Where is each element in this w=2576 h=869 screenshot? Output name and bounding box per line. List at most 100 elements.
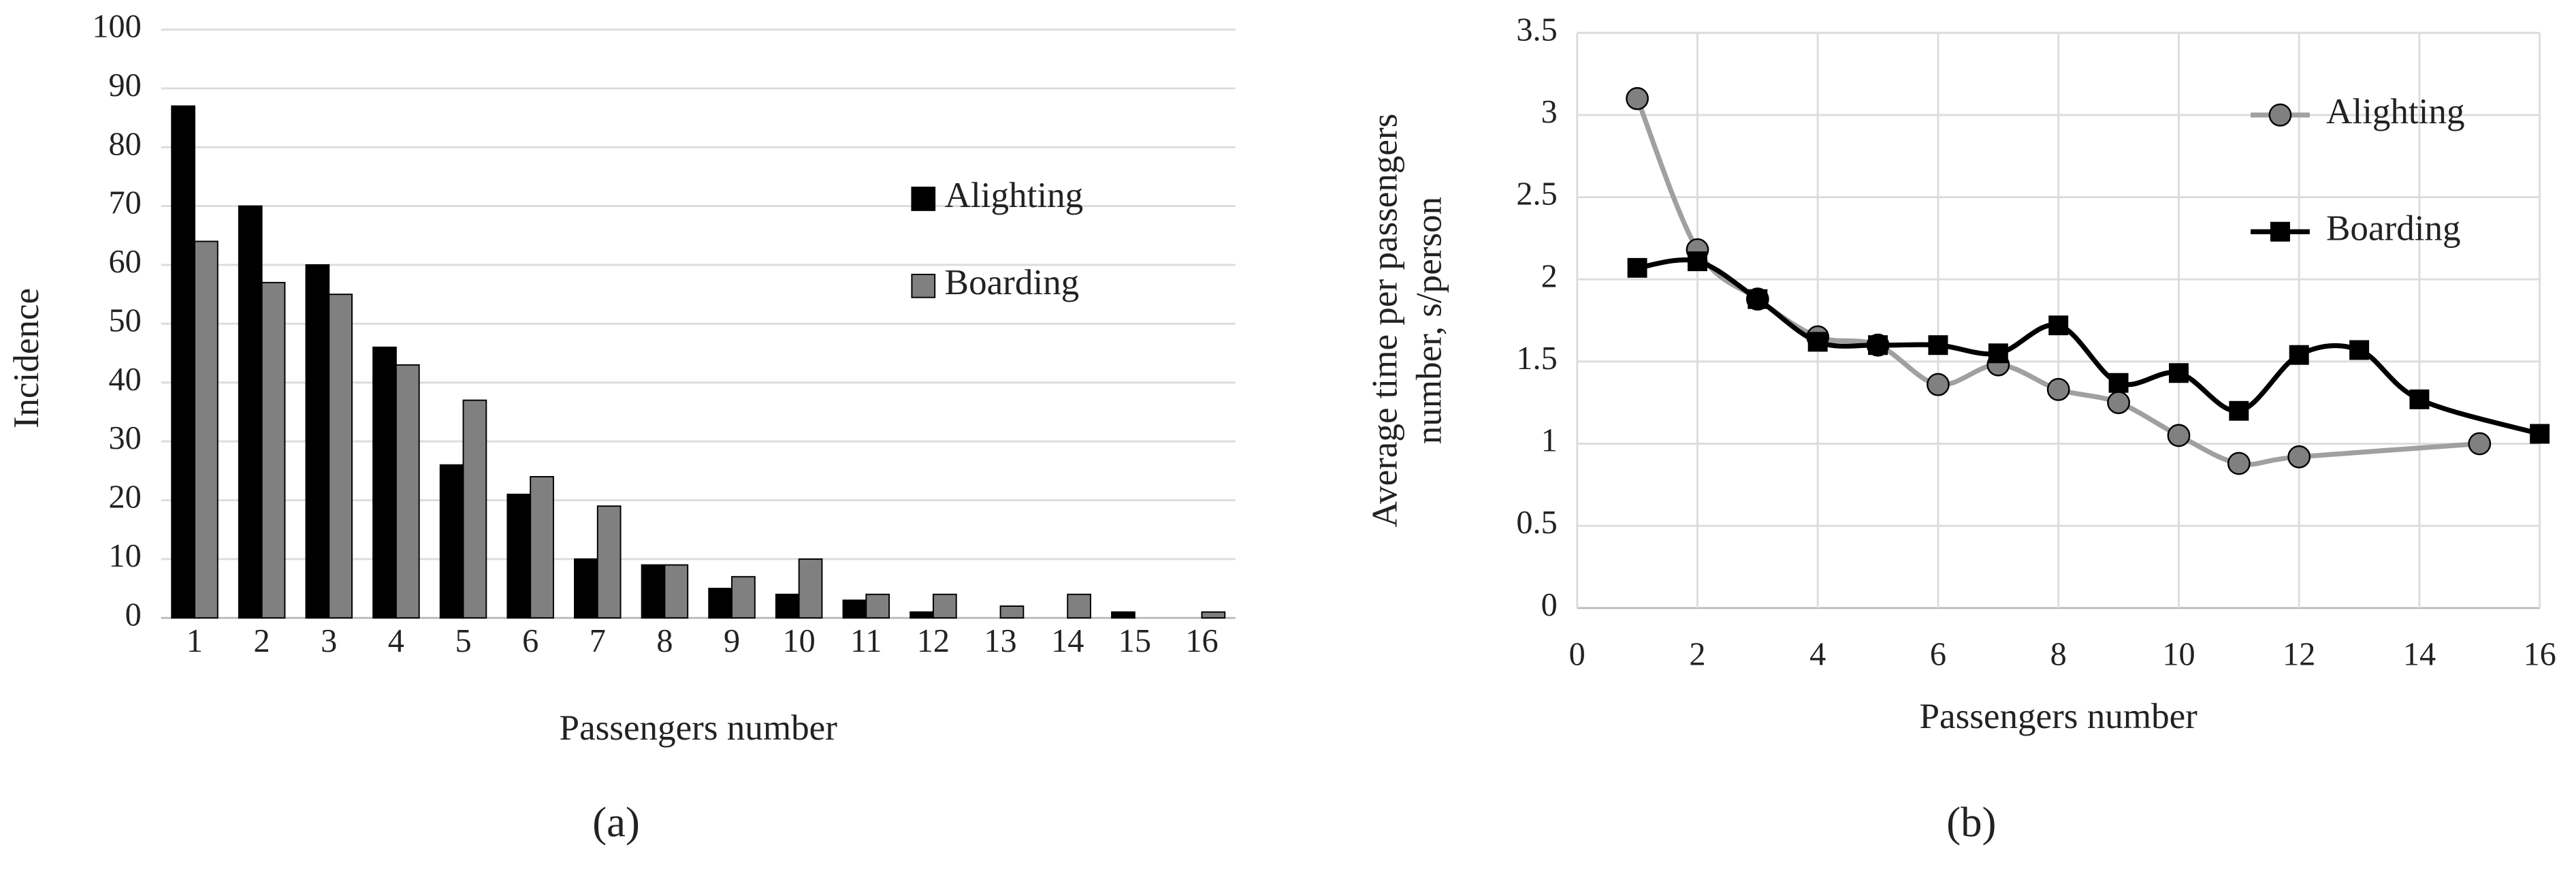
bar — [462, 399, 487, 619]
y-axis-title: number, s/person — [1410, 197, 1449, 444]
marker — [2107, 391, 2130, 415]
x-tick-label: 9 — [724, 623, 740, 659]
x-tick-label: 11 — [850, 623, 882, 659]
marker — [2048, 315, 2069, 336]
marker — [2168, 363, 2189, 383]
bar — [439, 464, 464, 619]
marker — [1927, 373, 1950, 396]
y-tick-label: 80 — [108, 126, 141, 162]
marker — [1928, 335, 1948, 356]
legend-swatch — [911, 274, 936, 298]
bar — [328, 294, 353, 619]
bar — [238, 205, 263, 619]
bar — [395, 364, 420, 619]
bar — [530, 476, 554, 619]
bar — [305, 264, 330, 619]
y-tick-label: 100 — [92, 9, 141, 45]
bar — [1067, 593, 1091, 619]
y-axis-title: Incidence — [7, 288, 46, 428]
bar — [506, 493, 532, 619]
bar — [574, 558, 598, 619]
x-tick-label: 13 — [984, 623, 1016, 659]
y-tick-label: 60 — [108, 244, 141, 280]
y-tick-label: 3.5 — [1516, 12, 1557, 48]
bar — [596, 505, 622, 619]
caption: (b) — [1946, 798, 1996, 846]
bar — [641, 564, 666, 619]
x-tick-label: 16 — [2524, 636, 2556, 672]
bar — [932, 593, 957, 619]
y-tick-label: 0 — [1541, 587, 1558, 623]
x-tick-label: 6 — [522, 623, 538, 659]
y-tick-label: 0 — [125, 597, 142, 633]
marker — [1868, 335, 1888, 356]
marker — [2227, 452, 2251, 475]
legend-label: Alighting — [2326, 92, 2464, 131]
y-tick-label: 10 — [108, 538, 141, 574]
x-tick-label: 12 — [2283, 636, 2315, 672]
y-axis-title: Average time per passengers — [1365, 114, 1404, 528]
x-tick-label: 8 — [656, 623, 673, 659]
bar — [999, 605, 1025, 619]
x-tick-label: 0 — [1569, 636, 1585, 672]
bar — [171, 105, 195, 619]
bar — [1201, 611, 1226, 619]
line — [1637, 257, 2541, 437]
x-tick-label: 10 — [2162, 636, 2195, 672]
y-tick-label: 40 — [108, 362, 141, 398]
marker — [2108, 373, 2129, 393]
x-tick-label: 15 — [1118, 623, 1151, 659]
x-tick-label: 14 — [2403, 636, 2436, 672]
y-tick-label: 90 — [108, 67, 141, 104]
legend-label: Boarding — [2326, 208, 2461, 248]
marker — [1687, 251, 1707, 272]
y-tick-label: 1 — [1541, 423, 1558, 459]
bar — [194, 240, 219, 619]
y-tick-label: 2 — [1541, 258, 1558, 294]
marker — [2270, 221, 2290, 242]
x-tick-label: 14 — [1051, 623, 1084, 659]
x-tick-label: 4 — [388, 623, 404, 659]
y-tick-label: 20 — [108, 479, 141, 516]
bar — [261, 281, 286, 619]
marker — [2289, 345, 2309, 365]
marker — [2167, 424, 2191, 447]
x-tick-label: 6 — [1930, 636, 1946, 672]
y-tick-label: 0.5 — [1516, 505, 1557, 541]
x-tick-label: 2 — [254, 623, 270, 659]
bar — [372, 346, 397, 619]
x-tick-label: 1 — [187, 623, 203, 659]
marker — [2349, 340, 2370, 360]
bar — [798, 558, 823, 619]
bar — [865, 593, 890, 619]
marker — [2046, 377, 2070, 401]
y-tick-label: 70 — [108, 185, 141, 221]
x-tick-label: 10 — [783, 623, 816, 659]
bar — [664, 564, 689, 619]
bar — [1111, 611, 1136, 619]
y-tick-label: 3 — [1541, 94, 1558, 130]
marker — [2468, 432, 2492, 456]
x-axis-title: Passengers number — [1920, 697, 2198, 736]
bar — [909, 611, 934, 619]
bar — [775, 593, 800, 619]
marker — [2268, 104, 2292, 127]
bar — [731, 575, 756, 619]
bar — [708, 588, 733, 619]
y-tick-label: 2.5 — [1516, 176, 1557, 212]
marker — [2530, 424, 2550, 444]
caption: (a) — [592, 798, 640, 846]
x-tick-label: 3 — [321, 623, 337, 659]
bar — [842, 599, 867, 619]
marker — [1807, 332, 1828, 352]
x-tick-label: 16 — [1185, 623, 1218, 659]
marker — [2229, 400, 2249, 421]
legend-label: Alighting — [945, 176, 1083, 215]
legend-label: Boarding — [945, 263, 1080, 302]
marker — [2409, 389, 2430, 409]
marker — [1748, 289, 1768, 309]
x-axis-title: Passengers number — [560, 708, 838, 748]
x-tick-label: 7 — [590, 623, 606, 659]
marker — [1626, 86, 1649, 110]
